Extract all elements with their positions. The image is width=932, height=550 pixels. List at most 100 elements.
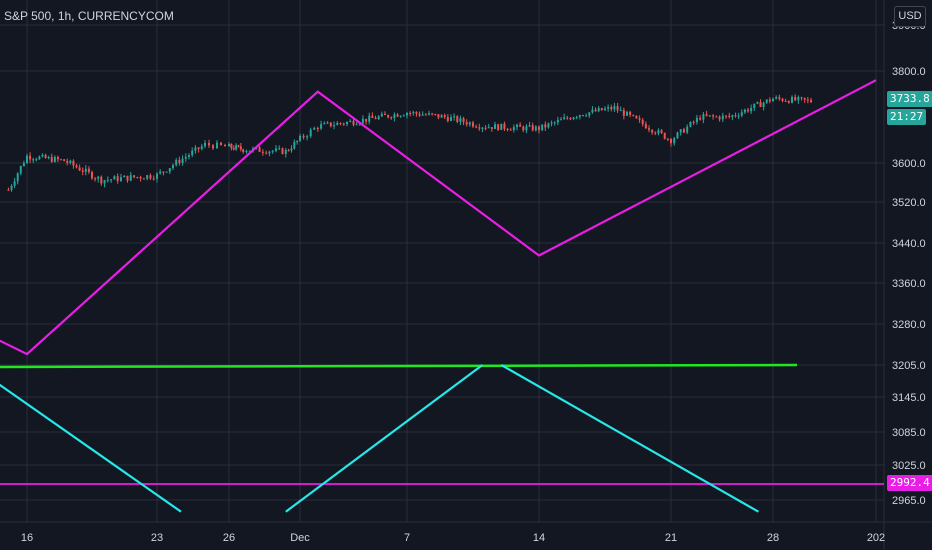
- candle-body: [487, 127, 490, 129]
- candle-body: [396, 114, 399, 117]
- candle-body: [453, 116, 456, 118]
- candle-body: [184, 156, 187, 159]
- candle-body: [512, 127, 515, 130]
- candle-body: [258, 147, 261, 152]
- level-price-label: 2992.4: [887, 475, 932, 491]
- candle-body: [13, 181, 16, 186]
- candle-body: [393, 114, 396, 118]
- candle-body: [747, 109, 750, 112]
- candle-body: [281, 148, 284, 154]
- candle-body: [368, 115, 371, 122]
- candle-body: [481, 127, 484, 129]
- y-tick-label: 3280.0: [892, 319, 926, 331]
- x-tick-label: 26: [223, 532, 235, 544]
- candle-body: [619, 110, 622, 112]
- candle-body: [374, 117, 377, 120]
- candle-body: [437, 114, 440, 118]
- candle-body: [41, 154, 44, 157]
- support-level-line: [0, 363, 798, 369]
- candle-body: [323, 123, 326, 125]
- candle-body: [784, 100, 787, 102]
- candle-body: [361, 118, 364, 124]
- candle-body: [313, 128, 316, 130]
- candle-body: [299, 135, 301, 141]
- candle-body: [278, 148, 281, 150]
- candle-body: [271, 150, 274, 152]
- candle-body: [484, 127, 487, 129]
- candle-body: [699, 117, 702, 120]
- x-tick-label: 202: [867, 532, 885, 544]
- candle-body: [553, 122, 556, 124]
- candle-body: [791, 96, 794, 103]
- candle-body: [228, 143, 230, 147]
- candle-body: [531, 125, 534, 131]
- candle-body: [106, 179, 109, 181]
- candle-body: [550, 122, 553, 124]
- candle-body: [418, 113, 421, 116]
- candle-body: [753, 103, 756, 108]
- candle-body: [224, 144, 226, 147]
- candle-body: [81, 170, 84, 172]
- candle-body: [333, 125, 336, 127]
- candle-body: [162, 171, 165, 173]
- candle-body: [762, 102, 765, 107]
- y-tick-label: 3205.0: [892, 360, 926, 372]
- candle-body: [534, 126, 537, 131]
- candle-body: [113, 176, 116, 180]
- candle-body: [355, 124, 358, 126]
- candle-body: [409, 112, 412, 114]
- candle-body: [63, 159, 66, 162]
- candle-body: [178, 159, 181, 163]
- y-tick-label: 3440.0: [892, 238, 926, 250]
- candle-body: [772, 98, 774, 102]
- candle-body: [29, 155, 32, 160]
- candle-body: [600, 108, 603, 111]
- candle-body: [572, 117, 575, 120]
- candle-body: [152, 178, 155, 180]
- candle-body: [506, 128, 509, 130]
- candle-body: [75, 165, 78, 168]
- candle-body: [316, 128, 319, 130]
- candle-body: [53, 157, 56, 162]
- candle-body: [731, 115, 734, 117]
- candle-body: [728, 115, 731, 117]
- candle-body: [149, 175, 152, 179]
- candle-body: [129, 175, 132, 181]
- candle-body: [759, 102, 762, 107]
- currency-button[interactable]: USD: [894, 6, 926, 27]
- candle-body: [509, 129, 512, 131]
- time-axis: 16 23 26 Dec 7 14 21 28 202: [21, 532, 885, 544]
- candle-body: [383, 113, 386, 116]
- last-price-label: 3733.8: [887, 91, 932, 107]
- candle-body: [734, 115, 737, 117]
- cyan-trendline: [500, 364, 759, 513]
- y-tick-label: 3360.0: [892, 278, 926, 290]
- candle-body: [692, 121, 695, 123]
- candle-body: [284, 150, 287, 154]
- candle-body: [708, 115, 711, 117]
- candle-body: [380, 113, 383, 117]
- candle-body: [242, 149, 245, 152]
- candle-body: [781, 98, 784, 101]
- candle-body: [91, 171, 93, 179]
- candle-body: [390, 117, 393, 119]
- candle-body: [651, 129, 654, 133]
- candle-body: [349, 120, 352, 122]
- candle-body: [803, 97, 806, 100]
- candle-body: [133, 175, 136, 178]
- candle-body: [522, 126, 525, 131]
- candle-body: [525, 126, 528, 131]
- candle-body: [237, 145, 240, 147]
- candle-body: [261, 151, 264, 153]
- candle-body: [16, 173, 19, 182]
- candle-body: [84, 168, 87, 172]
- candle-body: [682, 129, 685, 133]
- candle-body: [756, 102, 759, 104]
- candle-body: [431, 113, 434, 115]
- candle-body: [695, 117, 698, 123]
- candle-body: [465, 122, 468, 125]
- x-tick-label: 21: [665, 532, 677, 544]
- candle-body: [110, 179, 113, 181]
- candle-body: [629, 111, 632, 115]
